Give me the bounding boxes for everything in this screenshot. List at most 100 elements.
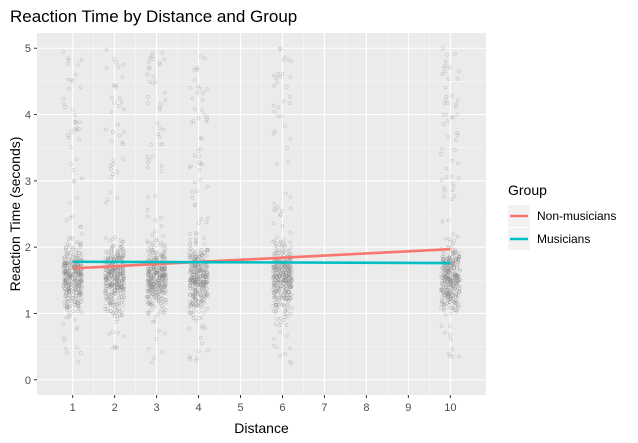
scatter-point	[457, 354, 462, 359]
scatter-point	[454, 292, 458, 297]
scatter-point	[155, 278, 160, 283]
scatter-point	[196, 149, 201, 154]
scatter-point	[445, 301, 450, 305]
scatter-point	[122, 277, 126, 281]
scatter-point	[157, 135, 162, 140]
scatter-point	[108, 270, 113, 274]
scatter-point	[280, 248, 284, 252]
scatter-point	[147, 295, 151, 299]
scatter-point	[71, 293, 76, 297]
scatter-point	[107, 298, 112, 303]
scatter-point	[278, 240, 283, 245]
scatter-point	[192, 263, 197, 267]
scatter-point	[154, 280, 159, 284]
scatter-point	[274, 274, 278, 279]
scatter-point	[203, 290, 208, 295]
scatter-point	[188, 277, 193, 282]
scatter-point	[62, 272, 67, 277]
scatter-point	[276, 265, 281, 270]
scatter-point	[62, 255, 67, 259]
scatter-point	[68, 215, 73, 220]
scatter-point	[188, 269, 193, 273]
scatter-point	[277, 287, 282, 292]
scatter-point	[113, 276, 117, 281]
scatter-point	[191, 295, 196, 300]
scatter-point	[110, 139, 114, 144]
x-tick-label: 4	[195, 402, 201, 414]
scatter-point	[191, 301, 196, 306]
scatter-point	[103, 274, 108, 279]
scatter-point	[282, 273, 287, 277]
scatter-point	[108, 238, 112, 243]
scatter-point	[451, 306, 455, 311]
scatter-point	[111, 293, 116, 297]
scatter-point	[191, 281, 196, 286]
scatter-point	[188, 303, 193, 308]
scatter-point	[280, 279, 285, 284]
scatter-point	[200, 341, 204, 346]
scatter-point	[160, 280, 164, 284]
scatter-point	[71, 296, 76, 300]
scatter-point	[148, 297, 152, 301]
scatter-point	[198, 281, 203, 286]
scatter-point	[282, 237, 287, 242]
scatter-point	[276, 71, 281, 76]
scatter-point	[281, 285, 286, 289]
scatter-point	[104, 281, 109, 285]
scatter-point	[194, 288, 199, 293]
scatter-point	[76, 304, 80, 309]
scatter-point	[116, 250, 121, 255]
scatter-point	[272, 285, 276, 290]
scatter-point	[67, 274, 71, 279]
scatter-point	[190, 301, 195, 306]
scatter-point	[76, 301, 81, 306]
scatter-point	[120, 256, 124, 261]
scatter-point	[112, 83, 116, 88]
scatter-point	[65, 351, 69, 355]
scatter-point	[455, 304, 460, 309]
scatter-point	[193, 280, 198, 284]
scatter-point	[450, 305, 455, 310]
scatter-point	[110, 244, 115, 249]
scatter-point	[63, 281, 67, 285]
scatter-point	[450, 158, 455, 163]
scatter-point	[157, 276, 162, 281]
scatter-point	[440, 298, 444, 303]
scatter-point	[115, 122, 120, 127]
scatter-point	[193, 293, 197, 297]
scatter-point	[112, 101, 116, 105]
scatter-point	[189, 304, 193, 308]
scatter-point	[116, 274, 121, 279]
scatter-point	[193, 264, 198, 269]
scatter-point	[149, 287, 154, 292]
scatter-point	[280, 281, 285, 286]
scatter-point	[110, 270, 115, 275]
scatter-point	[289, 284, 294, 288]
scatter-point	[108, 281, 113, 285]
scatter-point	[104, 275, 108, 280]
scatter-point	[286, 57, 291, 62]
scatter-point	[203, 294, 208, 299]
scatter-point	[447, 300, 452, 304]
scatter-point	[444, 287, 449, 292]
scatter-point	[198, 251, 202, 256]
scatter-point	[274, 290, 279, 294]
scatter-point	[282, 278, 286, 283]
scatter-point	[275, 296, 280, 301]
scatter-point	[156, 298, 161, 303]
scatter-point	[61, 284, 66, 289]
scatter-point	[199, 274, 203, 279]
scatter-point	[63, 261, 68, 266]
scatter-point	[73, 276, 78, 281]
scatter-point	[452, 275, 457, 280]
scatter-point	[78, 245, 83, 250]
scatter-point	[454, 301, 458, 305]
scatter-point	[63, 294, 67, 298]
scatter-point	[112, 243, 116, 248]
scatter-point	[116, 285, 120, 290]
scatter-point	[108, 283, 113, 287]
scatter-point	[441, 282, 446, 287]
scatter-point	[288, 231, 293, 235]
scatter-point	[279, 280, 283, 285]
scatter-point	[67, 290, 71, 294]
